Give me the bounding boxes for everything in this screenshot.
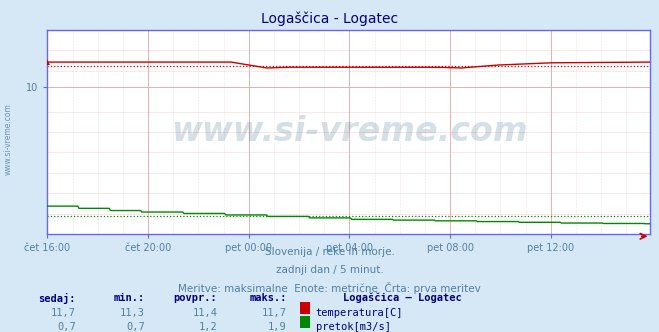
Text: sedaj:: sedaj:: [38, 293, 76, 304]
Text: 0,7: 0,7: [127, 322, 145, 332]
Text: Logaščica - Logatec: Logaščica - Logatec: [261, 12, 398, 26]
Text: 11,3: 11,3: [120, 308, 145, 318]
Text: Meritve: maksimalne  Enote: metrične  Črta: prva meritev: Meritve: maksimalne Enote: metrične Črta…: [178, 282, 481, 294]
Text: povpr.:: povpr.:: [174, 293, 217, 303]
Text: 0,7: 0,7: [57, 322, 76, 332]
Text: pretok[m3/s]: pretok[m3/s]: [316, 322, 391, 332]
Text: www.si-vreme.com: www.si-vreme.com: [3, 104, 13, 175]
Text: Logaščica – Logatec: Logaščica – Logatec: [343, 293, 461, 303]
Text: maks.:: maks.:: [249, 293, 287, 303]
Text: 1,9: 1,9: [268, 322, 287, 332]
Text: 11,4: 11,4: [192, 308, 217, 318]
Text: Slovenija / reke in morje.: Slovenija / reke in morje.: [264, 247, 395, 257]
Text: 11,7: 11,7: [262, 308, 287, 318]
Text: temperatura[C]: temperatura[C]: [316, 308, 403, 318]
Text: 11,7: 11,7: [51, 308, 76, 318]
Text: min.:: min.:: [114, 293, 145, 303]
Text: 1,2: 1,2: [199, 322, 217, 332]
Text: www.si-vreme.com: www.si-vreme.com: [171, 116, 527, 148]
Text: zadnji dan / 5 minut.: zadnji dan / 5 minut.: [275, 265, 384, 275]
